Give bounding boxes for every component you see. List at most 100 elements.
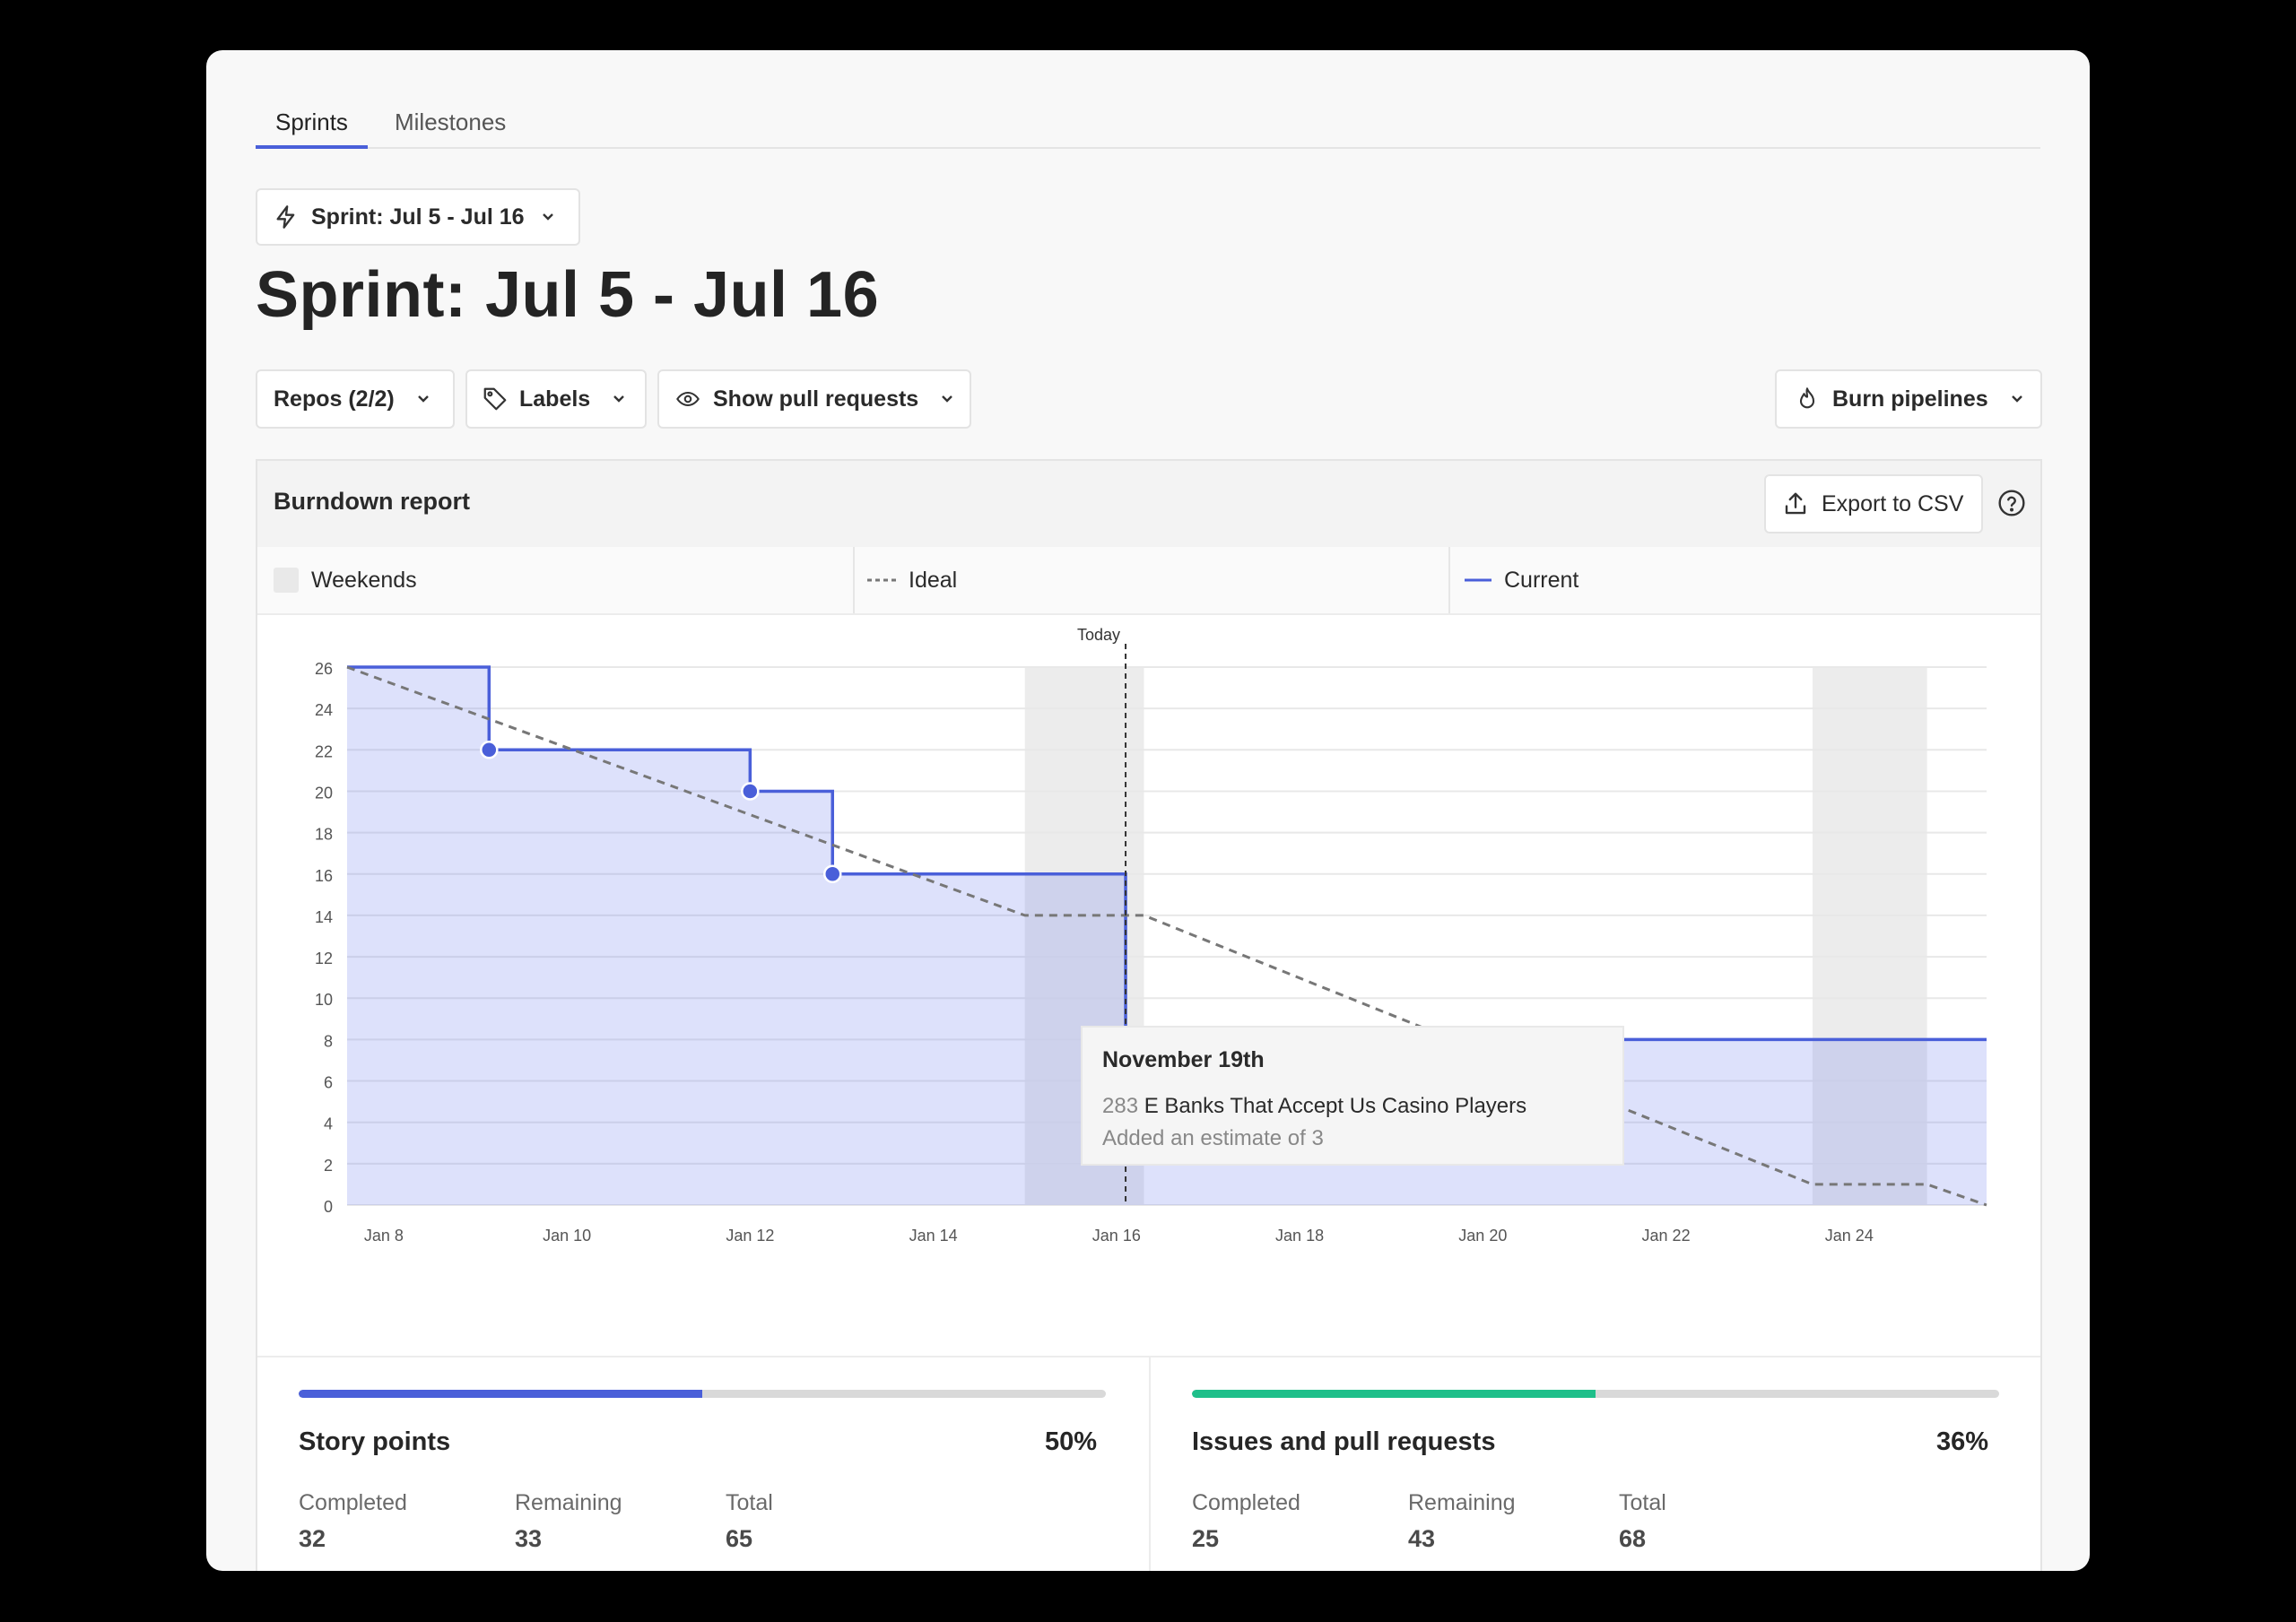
repos-filter-label: Repos (2/2) — [274, 386, 395, 412]
story-points-progress-fill — [299, 1390, 702, 1398]
y-tick-label: 4 — [324, 1115, 333, 1133]
y-tick-label: 20 — [315, 784, 333, 802]
stat-title: Story points — [299, 1427, 451, 1456]
stat-completed: Completed 25 — [1192, 1490, 1300, 1553]
burndown-report-panel: Burndown report Export to CSV Weekends I… — [256, 459, 2042, 1571]
legend-ideal[interactable]: Ideal — [853, 547, 1448, 613]
tooltip-date: November 19th — [1102, 1047, 1265, 1072]
x-tick-label: Jan 20 — [1458, 1227, 1507, 1245]
pull-requests-filter-label: Show pull requests — [713, 386, 919, 412]
stat-completed-value: 32 — [299, 1525, 326, 1552]
x-tick-label: Jan 22 — [1642, 1227, 1691, 1245]
stat-completed-label: Completed — [1192, 1490, 1300, 1515]
help-icon[interactable] — [1997, 489, 2026, 517]
stat-remaining-label: Remaining — [515, 1490, 622, 1515]
sprint-select-button[interactable]: Sprint: Jul 5 - Jul 16 — [256, 188, 580, 246]
chevron-down-icon — [938, 390, 956, 408]
stat-percent: 36% — [1935, 1427, 1988, 1456]
legend-current-label: Current — [1504, 567, 1579, 593]
flame-icon — [1795, 386, 1820, 412]
stat-total-label: Total — [726, 1490, 773, 1515]
tooltip-issue-title: E Banks That Accept Us Casino Players — [1144, 1094, 1527, 1118]
data-point — [741, 782, 760, 801]
chevron-down-icon — [2008, 390, 2026, 408]
y-tick-label: 14 — [315, 908, 333, 926]
stat-remaining-value: 33 — [515, 1525, 543, 1552]
issues-progress — [1192, 1390, 1999, 1398]
x-tick-label: Jan 16 — [1092, 1227, 1141, 1245]
tab-bar: Sprints Milestones — [256, 97, 2040, 149]
data-point — [480, 741, 499, 759]
y-tick-label: 2 — [324, 1157, 333, 1175]
stat-total: Total 65 — [726, 1490, 773, 1553]
y-tick-label: 12 — [315, 950, 333, 967]
legend-ideal-label: Ideal — [909, 567, 958, 593]
report-header: Burndown report Export to CSV — [257, 461, 2040, 549]
weekends-swatch — [274, 568, 299, 593]
stat-remaining: Remaining 43 — [1408, 1490, 1516, 1553]
x-tick-label: Jan 8 — [364, 1227, 404, 1245]
ideal-swatch — [867, 578, 898, 582]
chart-tooltip: November 19th 283 E Banks That Accept Us… — [1081, 1026, 1624, 1166]
stat-completed-value: 25 — [1192, 1525, 1220, 1552]
story-points-progress — [299, 1390, 1106, 1398]
x-tick-label: Jan 14 — [909, 1227, 958, 1245]
y-tick-label: 0 — [324, 1198, 333, 1216]
y-tick-label: 24 — [315, 701, 333, 719]
stat-total-value: 65 — [726, 1525, 753, 1552]
labels-filter-button[interactable]: Labels — [465, 369, 647, 429]
burn-pipelines-button[interactable]: Burn pipelines — [1775, 369, 2042, 429]
tooltip-detail: Added an estimate of 3 — [1102, 1126, 1324, 1150]
legend-weekends[interactable]: Weekends — [257, 547, 853, 613]
weekend-band — [1812, 667, 1927, 1205]
stat-percent: 50% — [1044, 1427, 1097, 1456]
x-tick-label: Jan 18 — [1275, 1227, 1324, 1245]
y-tick-label: 26 — [315, 660, 333, 678]
stat-completed-label: Completed — [299, 1490, 407, 1515]
tooltip-issue-number: 283 — [1102, 1094, 1139, 1118]
stat-total-value: 68 — [1619, 1525, 1647, 1552]
stat-title: Issues and pull requests — [1192, 1427, 1496, 1456]
y-tick-label: 22 — [315, 742, 333, 760]
export-csv-label: Export to CSV — [1822, 490, 1964, 516]
y-tick-label: 8 — [324, 1032, 333, 1050]
ideal-line — [346, 665, 1987, 1207]
report-title: Burndown report — [274, 488, 470, 515]
stat-total: Total 68 — [1619, 1490, 1666, 1553]
chevron-down-icon — [610, 390, 628, 408]
page-title: Sprint: Jul 5 - Jul 16 — [256, 259, 880, 331]
stat-remaining-value: 43 — [1408, 1525, 1436, 1552]
issues-stat: Issues and pull requests 36% Completed 2… — [1149, 1357, 2040, 1571]
y-tick-label: 10 — [315, 991, 333, 1009]
x-tick-label: Jan 10 — [543, 1227, 591, 1245]
tag-icon — [482, 386, 509, 412]
current-line — [347, 665, 1987, 1042]
sprint-select-label: Sprint: Jul 5 - Jul 16 — [311, 204, 525, 230]
repos-filter-button[interactable]: Repos (2/2) — [256, 369, 455, 429]
chevron-down-icon — [539, 208, 557, 226]
stat-total-label: Total — [1619, 1490, 1666, 1515]
legend-current[interactable]: Current — [1448, 547, 2040, 613]
y-tick-label: 18 — [315, 826, 333, 844]
sprint-card: Sprints Milestones Sprint: Jul 5 - Jul 1… — [206, 50, 2090, 1571]
today-label: Today — [1077, 626, 1120, 644]
pull-requests-filter-button[interactable]: Show pull requests — [657, 369, 971, 429]
current-swatch — [1465, 578, 1492, 582]
y-tick-label: 16 — [315, 867, 333, 885]
eye-icon — [675, 386, 700, 412]
stat-remaining-label: Remaining — [1408, 1490, 1516, 1515]
stat-remaining: Remaining 33 — [515, 1490, 622, 1553]
story-points-stat: Story points 50% Completed 32 Remaining … — [257, 1357, 1149, 1571]
tab-milestones[interactable]: Milestones — [395, 108, 507, 135]
lightning-icon — [274, 204, 299, 230]
chevron-down-icon — [414, 390, 432, 408]
tooltip-issue[interactable]: 283 E Banks That Accept Us Casino Player… — [1102, 1094, 1526, 1119]
chart-legend: Weekends Ideal Current — [257, 547, 2040, 615]
tab-sprints[interactable]: Sprints — [256, 97, 368, 149]
burn-pipelines-label: Burn pipelines — [1832, 386, 1988, 412]
stat-completed: Completed 32 — [299, 1490, 407, 1553]
export-csv-button[interactable]: Export to CSV — [1764, 474, 1983, 533]
data-point — [823, 864, 842, 884]
issues-progress-fill — [1192, 1390, 1596, 1398]
